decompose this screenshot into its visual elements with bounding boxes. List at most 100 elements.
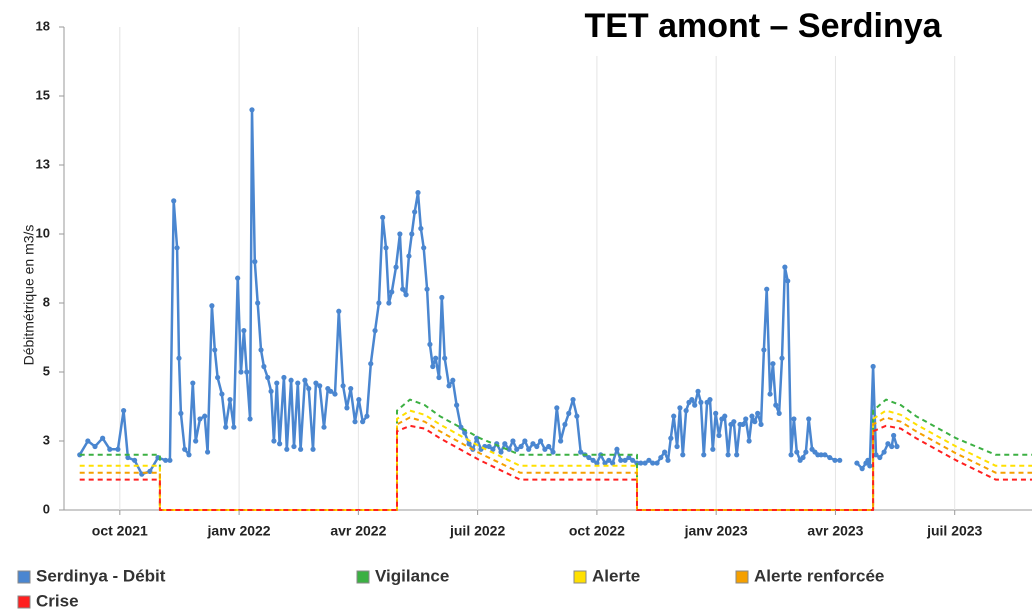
data-point (767, 391, 773, 397)
data-point (284, 446, 290, 452)
y-tick-label: 0 (43, 501, 50, 516)
data-point (332, 391, 338, 397)
data-point (121, 408, 127, 414)
data-point (550, 449, 556, 455)
data-point (542, 446, 548, 452)
data-point (562, 421, 568, 428)
data-point (522, 438, 528, 444)
data-point (530, 441, 536, 447)
legend-swatch (17, 570, 31, 584)
data-point (376, 300, 382, 306)
data-point (167, 457, 173, 463)
data-point (115, 446, 121, 452)
data-point (281, 374, 287, 381)
data-point (618, 457, 624, 463)
data-point (182, 446, 188, 452)
data-point (514, 446, 520, 452)
data-point (761, 347, 767, 353)
data-point (785, 278, 791, 284)
data-point (654, 460, 660, 466)
data-point (421, 245, 427, 251)
data-point (671, 413, 677, 419)
data-point (424, 286, 430, 292)
data-point (174, 245, 180, 251)
data-point (356, 397, 362, 403)
data-point (668, 435, 674, 441)
data-point (749, 413, 755, 419)
y-tick-label: 5 (43, 363, 50, 378)
data-point (873, 452, 879, 458)
data-point (658, 454, 664, 461)
data-point (298, 446, 304, 452)
data-point (665, 457, 671, 463)
data-point (412, 209, 418, 215)
data-point (674, 443, 680, 450)
x-tick-label: juil 2023 (926, 523, 982, 539)
data-point (776, 410, 782, 416)
data-point (773, 402, 779, 408)
series-line (78, 108, 840, 476)
data-point (490, 446, 496, 452)
data-point (288, 377, 294, 383)
data-point (430, 363, 436, 370)
data-point (803, 449, 809, 455)
data-point (274, 380, 280, 386)
legend-label: Alerte (592, 566, 640, 585)
data-point (415, 190, 421, 196)
data-point (698, 399, 704, 405)
x-tick-label: avr 2022 (330, 523, 386, 539)
data-point (574, 413, 580, 419)
data-point (832, 457, 838, 463)
data-point (427, 341, 433, 347)
legend-label: Alerte renforcée (754, 566, 884, 585)
data-point (380, 214, 386, 221)
y-tick-label: 13 (36, 156, 50, 171)
data-point (764, 286, 770, 292)
data-point (606, 457, 612, 463)
data-point (352, 419, 358, 425)
data-point (610, 460, 616, 466)
x-tick-label: janv 2023 (684, 523, 748, 539)
data-point (740, 421, 746, 428)
data-point (176, 355, 182, 361)
series-line (79, 398, 1032, 511)
data-point (310, 446, 316, 452)
data-point (806, 416, 812, 422)
data-point (602, 460, 608, 466)
x-tick-label: janv 2022 (207, 523, 271, 539)
data-point (779, 355, 785, 361)
data-point (178, 410, 184, 416)
data-point (397, 231, 403, 237)
data-point (474, 435, 480, 441)
data-point (403, 292, 409, 298)
data-point (100, 435, 106, 441)
data-point (891, 432, 897, 439)
data-point (743, 416, 749, 422)
data-point (458, 424, 464, 430)
data-point (125, 454, 131, 461)
y-axis-label: Débitmétrique en m3/s (21, 225, 37, 366)
data-point (271, 438, 277, 444)
data-point (247, 416, 253, 422)
data-point (770, 361, 776, 367)
data-point (340, 383, 346, 389)
data-point (328, 388, 334, 394)
data-point (558, 438, 564, 444)
data-point (538, 438, 544, 444)
data-point (800, 454, 806, 461)
data-point (734, 452, 740, 458)
data-point (626, 454, 632, 461)
x-tick-label: juil 2022 (449, 523, 505, 539)
data-point (368, 361, 374, 367)
y-tick-label: 3 (43, 432, 50, 447)
data-point (205, 449, 211, 455)
legend-label: Crise (36, 591, 79, 610)
data-point (758, 421, 764, 428)
data-point (894, 443, 900, 450)
data-point (360, 419, 366, 425)
data-point (193, 438, 199, 444)
data-point (92, 443, 98, 450)
data-point (534, 443, 540, 450)
